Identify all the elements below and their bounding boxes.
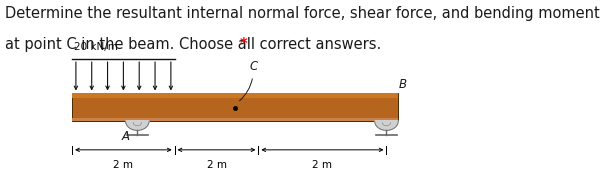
Text: A: A	[122, 130, 130, 143]
Text: Determine the resultant internal normal force, shear force, and bending moment: Determine the resultant internal normal …	[5, 6, 599, 21]
Text: 2 m: 2 m	[206, 160, 227, 170]
Text: C: C	[239, 60, 257, 101]
Text: 2 m: 2 m	[113, 160, 133, 170]
Text: 2 m: 2 m	[313, 160, 332, 170]
Text: *: *	[240, 37, 248, 52]
Bar	[72, 93, 398, 98]
Bar	[72, 93, 398, 121]
Text: 20 kN/m: 20 kN/m	[74, 42, 118, 52]
Polygon shape	[375, 121, 398, 130]
Polygon shape	[125, 121, 149, 130]
Bar	[72, 118, 398, 121]
Text: at point C in the beam. Choose all correct answers.: at point C in the beam. Choose all corre…	[5, 37, 381, 52]
Text: B: B	[399, 78, 407, 91]
